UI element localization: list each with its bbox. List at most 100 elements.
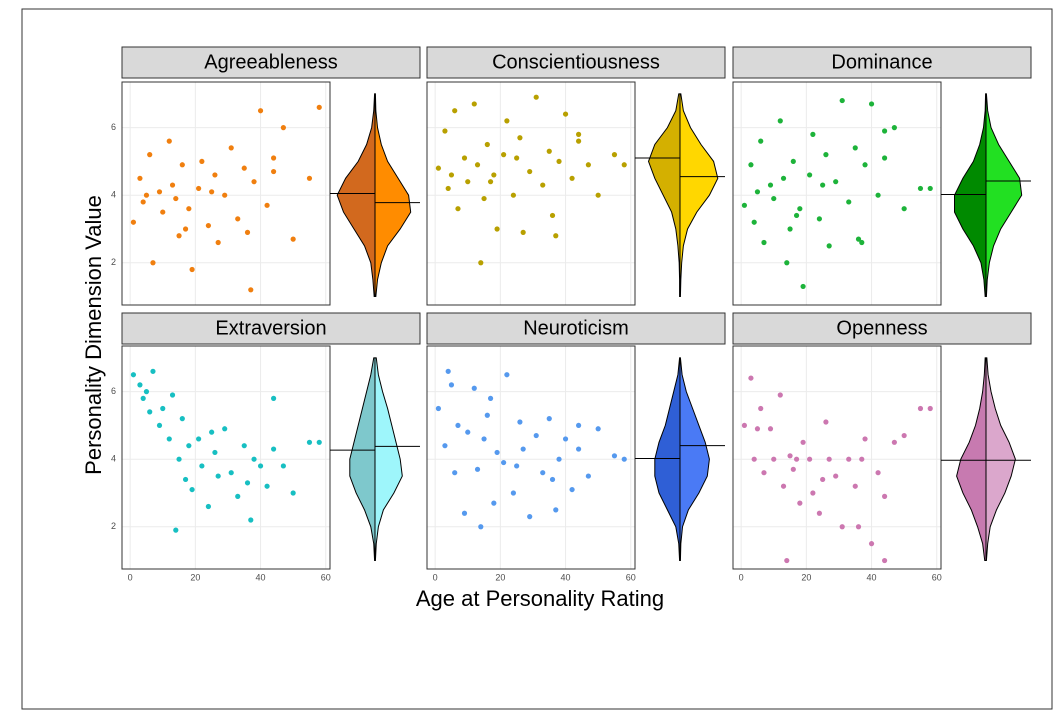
point bbox=[150, 260, 156, 266]
point bbox=[595, 426, 601, 432]
point bbox=[800, 439, 806, 445]
point bbox=[264, 483, 270, 489]
point bbox=[816, 216, 822, 222]
point bbox=[868, 101, 875, 107]
point bbox=[517, 135, 523, 141]
point bbox=[777, 118, 783, 124]
point bbox=[533, 94, 539, 100]
point bbox=[852, 483, 858, 489]
point bbox=[280, 125, 286, 131]
point bbox=[859, 456, 865, 462]
point bbox=[790, 158, 796, 165]
x-tick-label: 20 bbox=[495, 572, 505, 582]
point bbox=[306, 439, 313, 445]
point bbox=[767, 426, 774, 432]
point bbox=[235, 493, 241, 499]
point bbox=[875, 470, 881, 476]
point bbox=[784, 260, 790, 266]
x-tick-label: 40 bbox=[867, 572, 877, 582]
violin-half bbox=[956, 357, 987, 562]
strip-label: Conscientiousness bbox=[492, 51, 660, 73]
point bbox=[280, 463, 286, 469]
point bbox=[868, 541, 875, 547]
point bbox=[235, 216, 241, 222]
point bbox=[875, 192, 881, 198]
point bbox=[569, 175, 575, 181]
point bbox=[852, 145, 858, 151]
point bbox=[784, 557, 790, 564]
point bbox=[176, 233, 182, 239]
point bbox=[839, 97, 845, 104]
point bbox=[471, 101, 477, 107]
panel bbox=[733, 346, 941, 569]
point bbox=[917, 405, 924, 412]
violin-half bbox=[954, 93, 987, 298]
point bbox=[901, 206, 907, 212]
point bbox=[823, 152, 829, 158]
point bbox=[748, 375, 754, 381]
panel-border bbox=[426, 345, 636, 570]
point bbox=[182, 476, 189, 483]
point bbox=[793, 456, 800, 462]
point bbox=[442, 443, 448, 449]
point bbox=[504, 118, 510, 124]
point bbox=[248, 517, 254, 523]
point bbox=[833, 473, 839, 479]
point bbox=[487, 179, 494, 185]
panel-border bbox=[426, 81, 636, 306]
panel-border bbox=[121, 345, 331, 570]
point bbox=[179, 162, 185, 168]
point bbox=[173, 195, 179, 202]
point bbox=[248, 287, 254, 293]
panel-border bbox=[732, 345, 942, 570]
point bbox=[478, 524, 484, 530]
y-tick-label: 4 bbox=[111, 454, 116, 464]
point bbox=[244, 229, 251, 235]
point bbox=[130, 372, 137, 378]
point bbox=[215, 473, 221, 479]
point bbox=[465, 179, 471, 185]
y-tick-label: 4 bbox=[111, 190, 116, 200]
point bbox=[186, 443, 192, 449]
x-tick-label: 0 bbox=[433, 572, 438, 582]
point bbox=[758, 405, 764, 412]
x-tick-label: 20 bbox=[190, 572, 200, 582]
point bbox=[205, 503, 211, 510]
violin-half bbox=[985, 93, 1023, 298]
point bbox=[859, 239, 865, 246]
point bbox=[270, 168, 277, 175]
point bbox=[212, 449, 218, 456]
point bbox=[452, 470, 458, 476]
point bbox=[189, 486, 195, 493]
point bbox=[575, 446, 582, 452]
point bbox=[212, 172, 218, 178]
point bbox=[228, 470, 234, 476]
y-axis-title: Personality Dimension Value bbox=[81, 195, 106, 475]
violin-half bbox=[336, 93, 376, 298]
point bbox=[575, 422, 582, 429]
point bbox=[169, 182, 176, 188]
point bbox=[445, 368, 451, 374]
point bbox=[787, 226, 793, 232]
violin-half bbox=[679, 357, 710, 562]
point bbox=[514, 155, 520, 161]
point bbox=[199, 158, 205, 165]
point bbox=[758, 138, 764, 144]
point bbox=[540, 182, 546, 188]
point bbox=[549, 476, 556, 483]
point bbox=[244, 480, 251, 486]
strip-label: Dominance bbox=[831, 51, 932, 73]
panel bbox=[427, 82, 635, 305]
y-tick-label: 2 bbox=[111, 257, 116, 267]
point bbox=[751, 219, 757, 225]
point bbox=[553, 233, 559, 239]
point bbox=[891, 125, 897, 131]
point bbox=[442, 128, 448, 134]
point bbox=[147, 152, 153, 158]
point bbox=[160, 209, 166, 215]
point bbox=[137, 175, 143, 181]
point bbox=[780, 175, 787, 181]
panel-border bbox=[732, 81, 942, 306]
point bbox=[471, 385, 477, 391]
strip-label: Extraversion bbox=[215, 317, 326, 339]
